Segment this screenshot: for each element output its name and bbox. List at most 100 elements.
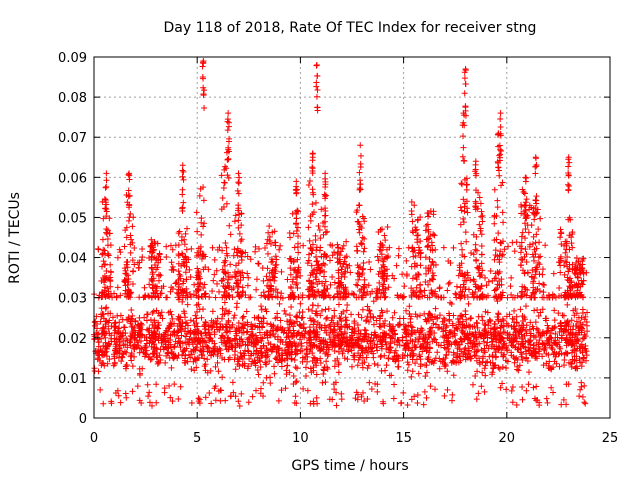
data-point	[340, 260, 347, 267]
data-point	[235, 202, 242, 209]
data-point	[292, 364, 299, 371]
data-point	[557, 234, 564, 241]
data-point	[410, 290, 417, 297]
x-tick-label: 5	[193, 431, 201, 446]
data-point	[479, 355, 486, 362]
data-point	[260, 379, 267, 386]
data-point	[382, 339, 389, 346]
data-point	[279, 325, 286, 332]
data-point	[226, 222, 233, 229]
data-point	[290, 330, 297, 337]
data-point	[338, 273, 345, 280]
data-point	[96, 352, 103, 359]
data-point	[509, 399, 516, 406]
data-point	[359, 306, 366, 313]
data-point	[197, 185, 204, 192]
data-point	[453, 325, 460, 332]
data-point	[444, 287, 451, 294]
data-point	[497, 334, 504, 341]
y-tick-label: 0.07	[58, 131, 87, 146]
data-point	[257, 345, 264, 352]
data-point	[551, 358, 558, 365]
data-point	[123, 362, 130, 369]
data-point	[576, 292, 583, 299]
data-point	[152, 283, 159, 290]
data-point	[479, 212, 486, 219]
data-point	[182, 333, 189, 340]
data-point	[223, 339, 230, 346]
data-point	[256, 357, 263, 364]
data-point	[314, 72, 321, 79]
data-point	[498, 322, 505, 329]
data-point	[264, 332, 271, 339]
data-point	[177, 339, 184, 346]
data-point	[265, 229, 272, 236]
data-point	[337, 341, 344, 348]
data-point	[429, 316, 436, 323]
data-point	[202, 361, 209, 368]
data-point	[517, 326, 524, 333]
data-point	[304, 387, 311, 394]
data-point	[322, 306, 329, 313]
data-point	[394, 341, 401, 348]
data-point	[497, 146, 504, 153]
data-point	[220, 282, 227, 289]
data-point	[576, 393, 583, 400]
data-point	[272, 253, 279, 260]
data-point	[564, 274, 571, 281]
data-point	[177, 344, 184, 351]
data-point	[519, 383, 526, 390]
data-point	[562, 258, 569, 265]
data-point	[107, 242, 114, 249]
data-point	[274, 346, 281, 353]
data-point	[263, 374, 270, 381]
data-point	[521, 190, 528, 197]
data-point	[472, 172, 479, 179]
data-point	[316, 342, 323, 349]
data-point	[503, 386, 510, 393]
data-point	[393, 262, 400, 269]
data-point	[458, 321, 465, 328]
data-point	[552, 330, 559, 337]
data-point	[196, 275, 203, 282]
data-point	[141, 314, 148, 321]
data-point	[370, 313, 377, 320]
data-point	[304, 260, 311, 267]
data-point	[330, 334, 337, 341]
data-point	[562, 238, 569, 245]
data-point	[140, 348, 147, 355]
data-point	[127, 249, 134, 256]
data-point	[359, 364, 366, 371]
data-point	[219, 247, 226, 254]
data-point	[423, 318, 430, 325]
data-point	[377, 243, 384, 250]
data-point	[574, 274, 581, 281]
data-point	[285, 332, 292, 339]
y-tick-label: 0.04	[58, 252, 87, 267]
data-point	[485, 278, 492, 285]
data-point	[437, 358, 444, 365]
data-point	[313, 394, 320, 401]
data-point	[111, 355, 118, 362]
data-point	[530, 233, 537, 240]
data-point	[103, 177, 110, 184]
data-point	[497, 248, 504, 255]
data-point	[278, 290, 285, 297]
data-point	[381, 255, 388, 262]
data-point	[525, 369, 532, 376]
data-point	[340, 347, 347, 354]
data-point	[518, 201, 525, 208]
data-point	[284, 362, 291, 369]
data-point	[225, 110, 232, 117]
data-point	[497, 124, 504, 131]
data-point	[171, 353, 178, 360]
data-point	[556, 363, 563, 370]
data-point	[495, 364, 502, 371]
data-point	[312, 199, 319, 206]
data-point	[236, 402, 243, 409]
data-point	[380, 287, 387, 294]
data-point	[366, 379, 373, 386]
data-point	[175, 396, 182, 403]
data-point	[503, 320, 510, 327]
data-point	[245, 363, 252, 370]
